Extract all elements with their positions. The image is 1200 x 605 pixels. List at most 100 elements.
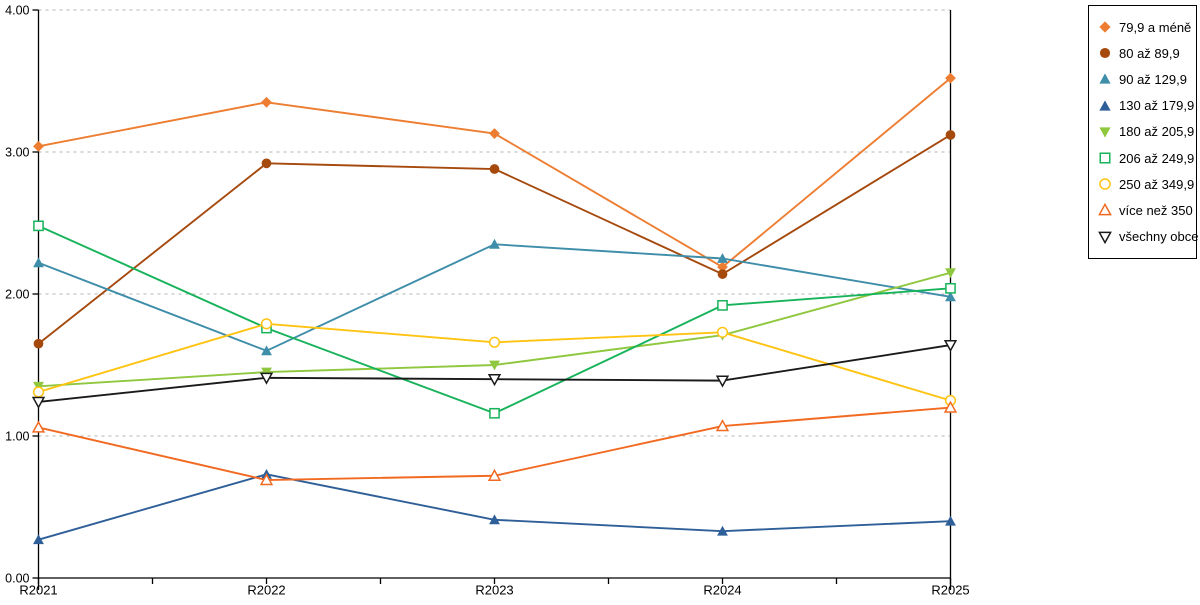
data-point-marker [33,338,44,349]
legend-item: 80 až 89,9 [1098,40,1192,66]
data-point-marker [259,473,274,486]
legend-marker-shape [1099,100,1111,111]
data-point-marker [945,72,956,84]
y-axis-label: 0.00 [5,572,29,586]
legend-label: 250 až 349,9 [1119,176,1195,192]
legend-marker-shape [1099,152,1111,164]
data-point-marker [945,291,956,302]
data-point-marker [716,326,729,338]
series-line [37,344,952,403]
circle-marker-icon [1099,178,1111,191]
triangle-down-marker-icon [1099,127,1111,138]
data-point-marker [261,345,272,356]
data-point-marker [31,396,46,409]
data-point-marker [945,268,956,279]
data-point-marker [715,419,730,432]
data-point-marker [32,386,45,398]
legend-label: 180 až 205,9 [1119,124,1195,140]
data-point-marker [33,220,44,232]
data-point-marker [489,360,500,371]
legend-label: 90 až 129,9 [1119,71,1187,87]
data-point-marker [489,164,500,174]
legend-marker-shape [1098,203,1112,216]
legend-label: 79,9 a méně [1119,19,1192,35]
data-point-marker [945,130,956,140]
data-point-marker [33,534,44,545]
series-180 až 205,9 [33,268,956,392]
data-point-marker [261,158,272,169]
x-axis-label: R2023 [475,583,513,598]
y-axis-label: 2.00 [5,288,29,302]
data-point-marker [489,407,500,419]
x-axis-label: R2024 [703,583,741,598]
data-point-marker [259,372,274,385]
legend-item: 250 až 349,9 [1098,171,1195,197]
series-90 až 129,9 [33,238,956,356]
series-250 až 349,9 [32,318,957,407]
legend-marker-shape [1099,73,1111,85]
legend-label: 130 až 179,9 [1119,98,1195,114]
legend-item: 90 až 129,9 [1098,66,1192,92]
series-více než 350 [31,400,958,486]
circle-marker-icon [1099,48,1111,59]
series-line [37,473,952,541]
legend-marker-shape [1099,48,1111,59]
triangle-up-marker-icon [1098,203,1112,216]
x-axis-label: R2025 [931,583,969,598]
legend-marker-shape [1099,178,1111,191]
x-axis-label: R2022 [247,583,285,598]
data-point-marker [261,96,272,108]
series-line [37,243,952,352]
data-point-marker [717,525,728,536]
legend-item: 130 až 179,9 [1098,93,1195,119]
legend-marker-shape [1099,21,1111,33]
data-point-marker [945,515,956,526]
data-point-marker [717,253,728,263]
data-point-marker [715,375,730,388]
data-point-marker [487,374,502,387]
data-point-marker [489,238,500,249]
chart-legend: 79,9 a méně 80 až 89,9 90 až 129,9 130 až 1… [1088,5,1199,259]
series-všechny obce [31,339,958,409]
x-axis-label: R2021 [19,583,57,598]
data-point-marker [487,468,502,481]
data-point-marker [33,257,44,268]
legend-item: více než 350 [1098,197,1193,223]
y-axis-label: 1.00 [5,430,29,444]
legend-label: 206 až 249,9 [1119,150,1195,166]
legend-marker-shape [1099,127,1111,138]
data-point-marker [489,128,500,139]
data-point-marker [488,336,501,348]
legend-marker-shape [1098,231,1112,244]
legend-label: všechny obce [1119,229,1199,245]
legend-item: 206 až 249,9 [1098,145,1195,171]
data-point-marker [33,140,44,152]
series-130 až 179,9 [33,468,956,545]
data-point-marker [943,339,958,353]
legend-label: 80 až 89,9 [1119,45,1180,61]
triangle-up-marker-icon [1099,100,1111,111]
legend-item: 79,9 a méně [1098,14,1192,40]
data-point-marker [717,300,728,311]
legend-item: všechny obce [1098,224,1199,250]
legend-label: více než 350 [1119,202,1193,218]
legend-item: 180 až 205,9 [1098,119,1195,145]
y-axis-label: 4.00 [5,4,29,18]
data-point-marker [31,420,46,433]
data-point-marker [945,282,956,294]
diamond-marker-icon [1099,21,1111,33]
data-point-marker [489,514,500,525]
y-axis-label: 3.00 [5,146,29,160]
triangle-up-marker-icon [1099,73,1111,85]
series-79,9 a méně [33,72,956,273]
data-point-marker [261,367,272,378]
square-marker-icon [1099,152,1111,164]
triangle-down-marker-icon [1098,231,1112,244]
data-point-marker [717,261,728,273]
data-point-marker [260,318,273,330]
data-point-marker [717,269,728,279]
data-point-marker [943,400,958,413]
series-80 až 89,9 [33,130,956,349]
